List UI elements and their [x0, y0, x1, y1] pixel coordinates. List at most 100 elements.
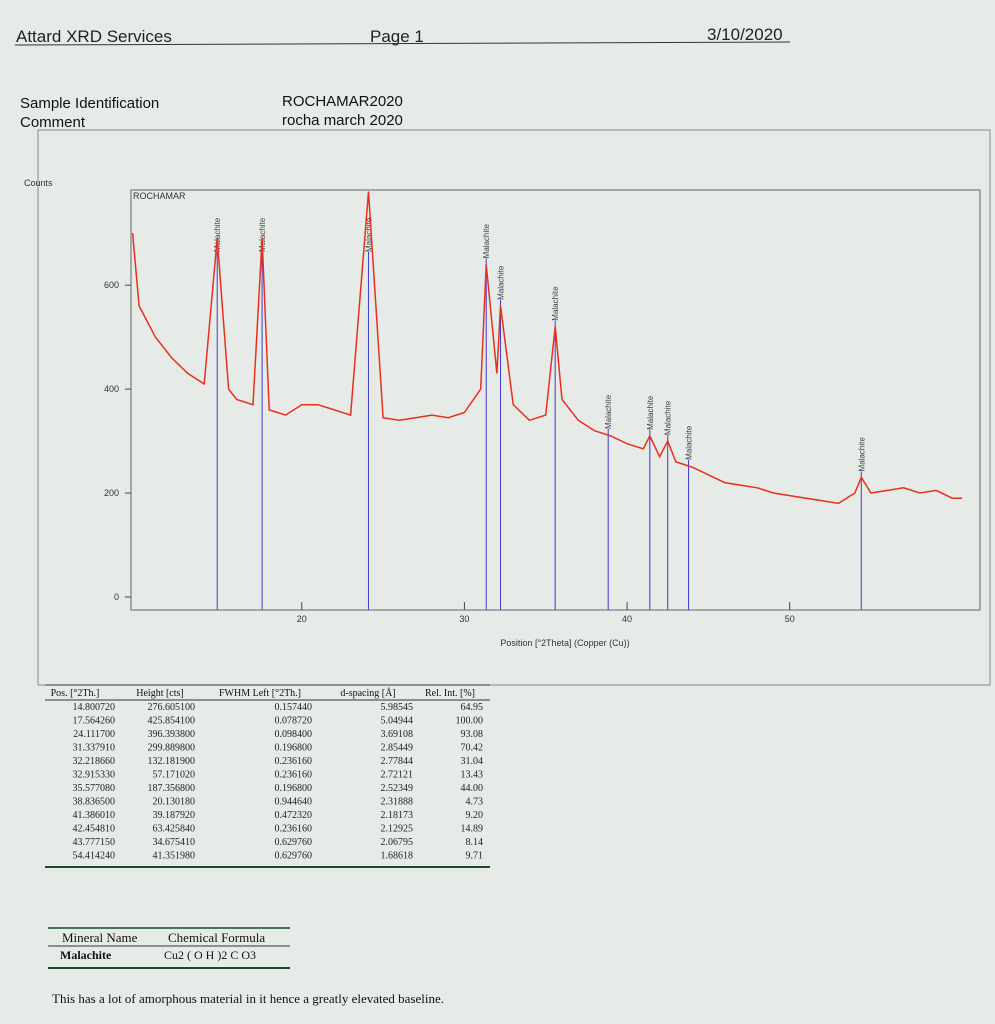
table-cell: 9.20: [466, 810, 484, 821]
chart: Counts Position [°2Theta] (Copper (Cu)) 0 2…: [24, 178, 981, 648]
table-cell: 100.00: [456, 716, 484, 727]
column-header: Mineral Name: [62, 930, 138, 945]
x-tick-label: 20: [297, 614, 307, 624]
table-cell: Malachite: [60, 948, 112, 962]
peak-label: Malachite: [664, 400, 673, 435]
column-header: FWHM Left [°2Th.]: [219, 688, 301, 699]
table-cell: 93.08: [461, 729, 484, 740]
y-axis-label: Counts: [24, 178, 53, 188]
table-cell: 276.605100: [148, 702, 196, 713]
x-tick-label: 50: [785, 614, 795, 624]
table-cell: 2.77844: [381, 756, 414, 767]
table-cell: 70.42: [461, 743, 484, 754]
table-cell: 0.098400: [275, 729, 313, 740]
table-cell: 17.564260: [73, 716, 116, 727]
table-cell: 0.196800: [275, 743, 313, 754]
table-cell: 20.130180: [153, 797, 196, 808]
column-header: Height [cts]: [136, 688, 184, 699]
peak-label: Malachite: [482, 224, 491, 259]
pattern-line: [131, 191, 963, 505]
table-cell: 5.98545: [381, 702, 414, 713]
peak-label: Malachite: [604, 394, 613, 429]
peak-label: Malachite: [551, 286, 560, 321]
table-cell: 2.85449: [381, 743, 414, 754]
y-tick-label: 600: [104, 280, 119, 290]
y-tick-label: 0: [114, 592, 119, 602]
table-cell: 13.43: [461, 770, 484, 781]
table-cell: 0.236160: [275, 756, 313, 767]
header-rule: [14, 41, 791, 46]
column-header: d-spacing [Å]: [340, 687, 395, 699]
table-cell: 1.68618: [381, 851, 414, 862]
table-cell: 299.889800: [148, 743, 196, 754]
column-header: Chemical Formula: [168, 930, 265, 945]
table-cell: 57.171020: [153, 770, 196, 781]
table-cell: 0.236160: [275, 824, 313, 835]
table-cell: 3.69108: [381, 729, 414, 740]
table-cell: 132.181900: [148, 756, 196, 767]
table-cell: 187.356800: [148, 783, 196, 794]
table-cell: 24.111700: [73, 729, 115, 740]
company: Attard XRD Services: [16, 27, 172, 46]
column-header: Rel. Int. [%]: [425, 688, 475, 699]
table-cell: 43.777150: [73, 837, 116, 848]
page-number: Page 1: [370, 27, 424, 46]
comment: rocha march 2020: [282, 112, 403, 129]
table-cell: 63.425840: [153, 824, 196, 835]
note: This has a lot of amorphous material in …: [52, 991, 444, 1006]
peak-label: Malachite: [497, 265, 506, 300]
legend-label: ROCHAMAR: [133, 191, 186, 201]
table-cell: Cu2 ( O H )2 C O3: [164, 948, 256, 962]
table-cell: 14.800720: [73, 702, 116, 713]
table-cell: 2.12925: [381, 824, 414, 835]
table-cell: 2.31888: [381, 797, 414, 808]
table-cell: 42.454810: [73, 824, 116, 835]
table-cell: 2.18173: [381, 810, 414, 821]
x-axis-label: Position [°2Theta] (Copper (Cu)): [500, 638, 629, 648]
table-cell: 35.577080: [73, 783, 116, 794]
table-cell: 9.71: [466, 851, 484, 862]
x-tick-label: 40: [622, 614, 632, 624]
peak-label: Malachite: [213, 217, 222, 252]
table-cell: 0.629760: [275, 851, 313, 862]
table-cell: 2.52349: [381, 783, 414, 794]
table-cell: 34.675410: [153, 837, 196, 848]
table-cell: 396.393800: [148, 729, 196, 740]
table-cell: 0.472320: [275, 810, 313, 821]
table-cell: 0.157440: [275, 702, 313, 713]
table-cell: 44.00: [461, 783, 484, 794]
peak-label: Malachite: [364, 217, 373, 252]
chart-frame: [37, 129, 991, 686]
peak-label: Malachite: [685, 425, 694, 460]
table-cell: 54.414240: [73, 851, 116, 862]
table-cell: 38.836500: [73, 797, 116, 808]
table-cell: 14.89: [461, 824, 484, 835]
y-tick-label: 200: [104, 488, 119, 498]
table-cell: 425.854100: [148, 716, 196, 727]
table-cell: 32.218660: [73, 756, 116, 767]
column-header: Pos. [°2Th.]: [51, 688, 100, 699]
table-cell: 64.95: [461, 702, 484, 713]
comment-label: Comment: [20, 114, 86, 131]
x-tick-label: 30: [459, 614, 469, 624]
table-cell: 41.386010: [73, 810, 116, 821]
table-cell: 0.196800: [275, 783, 313, 794]
table-cell: 39.187920: [153, 810, 196, 821]
table-cell: 31.337910: [73, 743, 116, 754]
table-cell: 2.72121: [381, 770, 414, 781]
tables: Pos. [°2Th.] Height [cts] FWHM Left [°2Th.…: [45, 684, 490, 969]
table-cell: 4.73: [466, 797, 484, 808]
sample-id-label: Sample Identification: [20, 95, 159, 112]
date: 3/10/2020: [707, 25, 783, 44]
peak-label: Malachite: [857, 437, 866, 472]
table-cell: 31.04: [461, 756, 484, 767]
table-cell: 0.944640: [275, 797, 313, 808]
y-tick-label: 400: [104, 384, 119, 394]
table-cell: 0.236160: [275, 770, 313, 781]
peak-label: Malachite: [258, 217, 267, 252]
table-cell: 0.629760: [275, 837, 313, 848]
table-cell: 32.915330: [73, 770, 116, 781]
table-cell: 5.04944: [381, 716, 414, 727]
table-cell: 2.06795: [381, 837, 414, 848]
